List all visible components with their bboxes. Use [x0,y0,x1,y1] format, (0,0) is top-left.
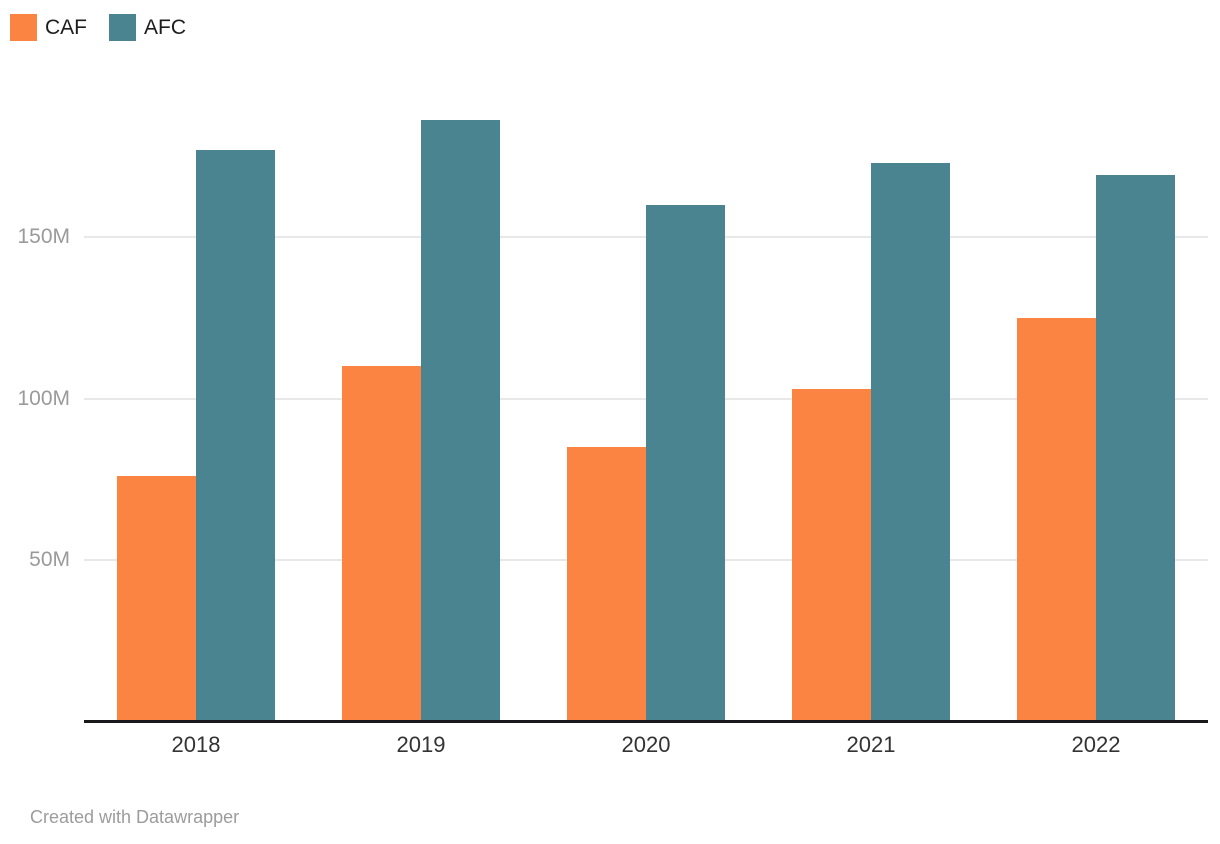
x-tick-label: 2022 [1071,732,1121,757]
legend-swatch-afc [109,14,136,41]
legend-label: AFC [144,16,186,39]
x-tick-label: 2020 [621,732,671,757]
legend-item-caf: CAF [10,14,87,41]
legend-swatch-caf [10,14,37,41]
legend: CAF AFC [10,14,186,41]
bar-caf-2018 [117,476,196,722]
y-tick-label: 100M [17,386,70,410]
bar-afc-2021 [871,163,950,722]
bar-afc-2019 [421,120,500,722]
bar-caf-2020 [567,447,646,722]
bar-caf-2022 [1017,318,1096,722]
bar-afc-2018 [196,150,275,722]
x-tick-label: 2018 [171,732,221,757]
bar-afc-2022 [1096,175,1175,722]
y-tick-label: 50M [29,548,70,572]
bar-afc-2020 [646,205,725,722]
legend-item-afc: AFC [109,14,186,41]
bar-caf-2019 [342,366,421,722]
datawrapper-credit: Created with Datawrapper [30,807,240,827]
legend-label: CAF [45,16,87,39]
x-tick-label: 2019 [396,732,446,757]
bar-caf-2021 [792,389,871,722]
x-tick-label: 2021 [846,732,896,757]
x-axis-line [84,719,1208,723]
y-tick-label: 150M [17,224,70,248]
